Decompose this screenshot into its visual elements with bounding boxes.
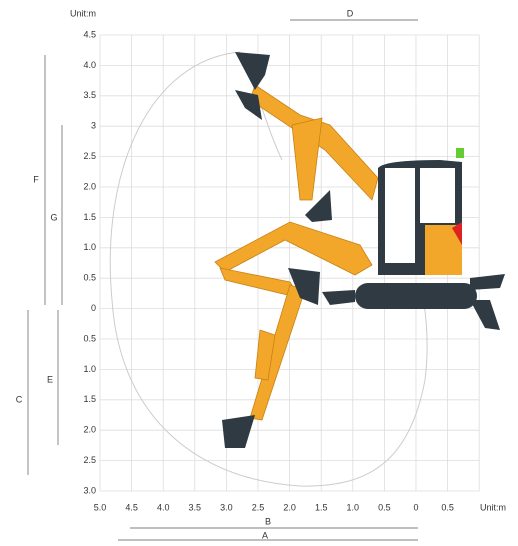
y-tick-label: 1.5 bbox=[83, 394, 96, 404]
y-tick-label: 2.0 bbox=[83, 181, 96, 191]
cab-window bbox=[385, 168, 415, 263]
working-envelope bbox=[109, 51, 428, 487]
y-tick-label: 4.0 bbox=[83, 60, 96, 70]
y-tick-label: 0.5 bbox=[83, 333, 96, 343]
y-tick-label: 1.0 bbox=[83, 364, 96, 374]
bucket bbox=[222, 415, 255, 448]
arm-upper bbox=[291, 117, 323, 201]
x-tick-label: 0 bbox=[413, 502, 418, 512]
y-tick-label: 4.5 bbox=[83, 29, 96, 39]
dimension-lines bbox=[27, 19, 418, 541]
x-tick-label: 4.5 bbox=[125, 502, 138, 512]
y-tick-label: 2.0 bbox=[83, 425, 96, 435]
y-tick-label: 1.5 bbox=[83, 212, 96, 222]
y-tick-label: 3.0 bbox=[83, 485, 96, 495]
light bbox=[452, 222, 462, 245]
x-tick-label: 2.5 bbox=[252, 502, 265, 512]
cab-window bbox=[420, 168, 455, 223]
dimension-label: A bbox=[262, 530, 268, 540]
bucket bbox=[235, 90, 262, 120]
y-tick-label: 1.0 bbox=[83, 242, 96, 252]
x-tick-label: 3.5 bbox=[189, 502, 202, 512]
dimension-label: E bbox=[47, 374, 53, 384]
x-tick-label: 4.0 bbox=[157, 502, 170, 512]
x-tick-label: 0.5 bbox=[378, 502, 391, 512]
dimension-label: C bbox=[16, 394, 23, 404]
y-tick-label: 3.5 bbox=[83, 90, 96, 100]
unit-label: Unit:m bbox=[480, 502, 506, 512]
y-tick-label: 2.5 bbox=[83, 151, 96, 161]
unit-label: Unit:m bbox=[70, 8, 96, 18]
bucket bbox=[305, 190, 332, 222]
x-tick-label: 5.0 bbox=[94, 502, 107, 512]
track bbox=[355, 283, 477, 309]
bucket bbox=[288, 268, 320, 305]
excavator bbox=[214, 52, 505, 448]
x-tick-label: 1.5 bbox=[315, 502, 328, 512]
dimension-label: B bbox=[265, 516, 271, 526]
bucket bbox=[235, 52, 270, 90]
cylinder-lower bbox=[254, 329, 276, 381]
y-tick-label: 3 bbox=[91, 121, 96, 131]
boom-mid bbox=[214, 221, 373, 276]
x-tick-label: 0.5 bbox=[441, 502, 454, 512]
y-tick-label: 2.5 bbox=[83, 455, 96, 465]
y-tick-label: 0.5 bbox=[83, 273, 96, 283]
x-tick-label: 2.0 bbox=[283, 502, 296, 512]
y-tick-label: 0 bbox=[91, 303, 96, 313]
x-tick-label: 1.0 bbox=[347, 502, 360, 512]
blade bbox=[470, 274, 505, 330]
blade-front bbox=[322, 290, 355, 305]
dimension-label: G bbox=[50, 212, 57, 222]
beacon bbox=[456, 148, 464, 158]
dimension-label: F bbox=[33, 174, 39, 184]
dimension-label: D bbox=[347, 8, 354, 18]
x-tick-label: 3.0 bbox=[220, 502, 233, 512]
